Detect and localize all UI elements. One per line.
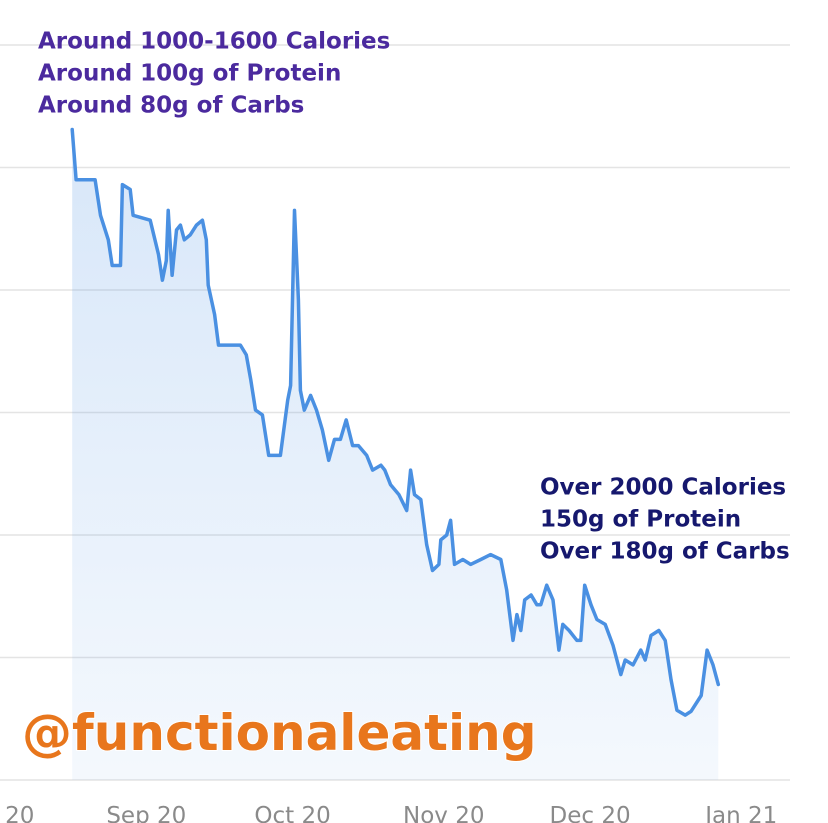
annotation: 150g of Protein bbox=[540, 507, 741, 533]
x-tick-label: 20 bbox=[5, 803, 34, 823]
annotation: Over 180g of Carbs bbox=[540, 539, 790, 565]
annotation: Around 1000-1600 Calories bbox=[38, 29, 390, 55]
x-tick-label: Oct 20 bbox=[254, 803, 330, 823]
x-tick-label: Sep 20 bbox=[106, 803, 186, 823]
x-tick-label: Nov 20 bbox=[403, 803, 484, 823]
plot-area bbox=[70, 127, 721, 780]
annotation: Around 100g of Protein bbox=[38, 61, 341, 87]
annotation: Around 80g of Carbs bbox=[38, 93, 304, 119]
x-tick-label: Dec 20 bbox=[550, 803, 631, 823]
labels: 20 Sep 20 Oct 20 Nov 20 Dec 20 Jan 21 Around 1… bbox=[5, 29, 790, 823]
area bbox=[72, 129, 719, 780]
line bbox=[70, 127, 721, 717]
x-tick-label: Jan 21 bbox=[703, 803, 777, 823]
annotation: Over 2000 Calories bbox=[540, 475, 786, 501]
watermark: @functionaleating bbox=[22, 704, 537, 762]
